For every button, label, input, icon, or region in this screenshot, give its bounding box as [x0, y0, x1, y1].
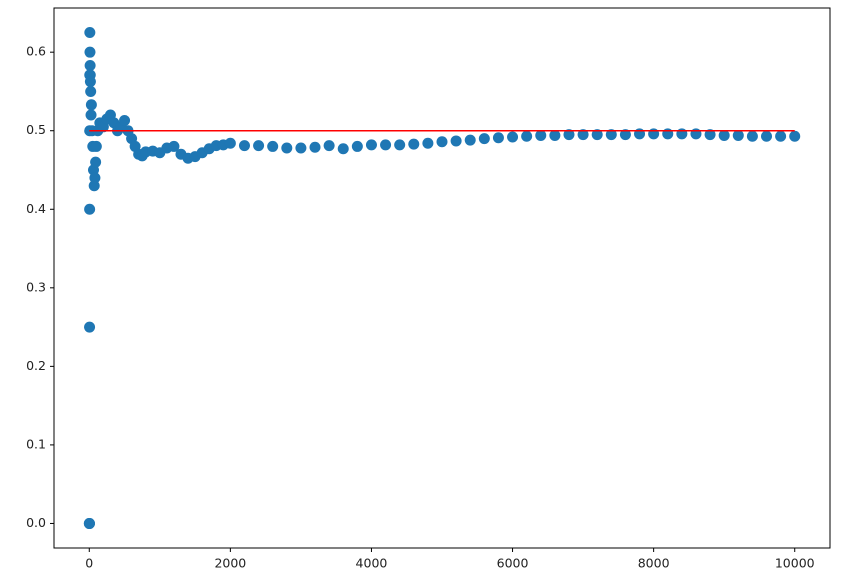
point: [704, 129, 716, 141]
y-tick-label: 0.5: [26, 122, 46, 137]
point: [85, 109, 97, 121]
point: [718, 129, 730, 141]
y-tick-label: 0.2: [26, 358, 46, 373]
point: [295, 142, 307, 154]
point: [521, 130, 533, 142]
point: [450, 135, 462, 147]
y-tick-label: 0.0: [26, 515, 46, 530]
point: [380, 139, 392, 151]
x-tick-label: 2000: [214, 556, 246, 571]
point: [789, 130, 801, 142]
point: [90, 140, 102, 152]
point: [563, 129, 575, 141]
point: [89, 172, 101, 184]
point: [746, 130, 758, 142]
point: [84, 203, 96, 215]
point: [238, 140, 250, 152]
x-tick-label: 4000: [356, 556, 388, 571]
point: [281, 142, 293, 154]
point: [90, 156, 102, 168]
point: [408, 138, 420, 150]
point: [323, 140, 335, 152]
point: [253, 140, 265, 152]
point: [168, 140, 180, 152]
x-tick-label: 0: [85, 556, 93, 571]
point: [577, 129, 589, 141]
y-tick-label: 0.1: [26, 436, 46, 451]
y-tick-label: 0.3: [26, 279, 46, 294]
point: [464, 134, 476, 146]
point: [436, 136, 448, 148]
point: [84, 321, 96, 333]
point: [84, 60, 96, 72]
point: [422, 137, 434, 149]
y-tick-label: 0.4: [26, 201, 46, 216]
point: [619, 129, 631, 141]
point: [394, 139, 406, 151]
point: [84, 27, 96, 39]
point: [351, 140, 363, 152]
point: [83, 517, 95, 529]
point: [549, 129, 561, 141]
point: [605, 129, 617, 141]
point: [365, 139, 377, 151]
point: [478, 133, 490, 145]
point: [267, 140, 279, 152]
x-tick-label: 6000: [497, 556, 529, 571]
point: [84, 46, 96, 58]
point: [224, 137, 236, 149]
plot-frame: [53, 7, 831, 549]
point: [119, 115, 131, 127]
x-tick-label: 10000: [775, 556, 815, 571]
point: [85, 99, 97, 111]
point: [535, 129, 547, 141]
point: [84, 76, 96, 88]
point: [775, 130, 787, 142]
point: [761, 130, 773, 142]
point: [732, 129, 744, 141]
point: [309, 141, 321, 153]
x-tick-label: 8000: [638, 556, 670, 571]
point: [591, 129, 603, 141]
point: [492, 132, 504, 144]
point: [85, 85, 97, 97]
point: [337, 143, 349, 155]
y-tick-label: 0.6: [26, 44, 46, 59]
point: [507, 131, 519, 143]
